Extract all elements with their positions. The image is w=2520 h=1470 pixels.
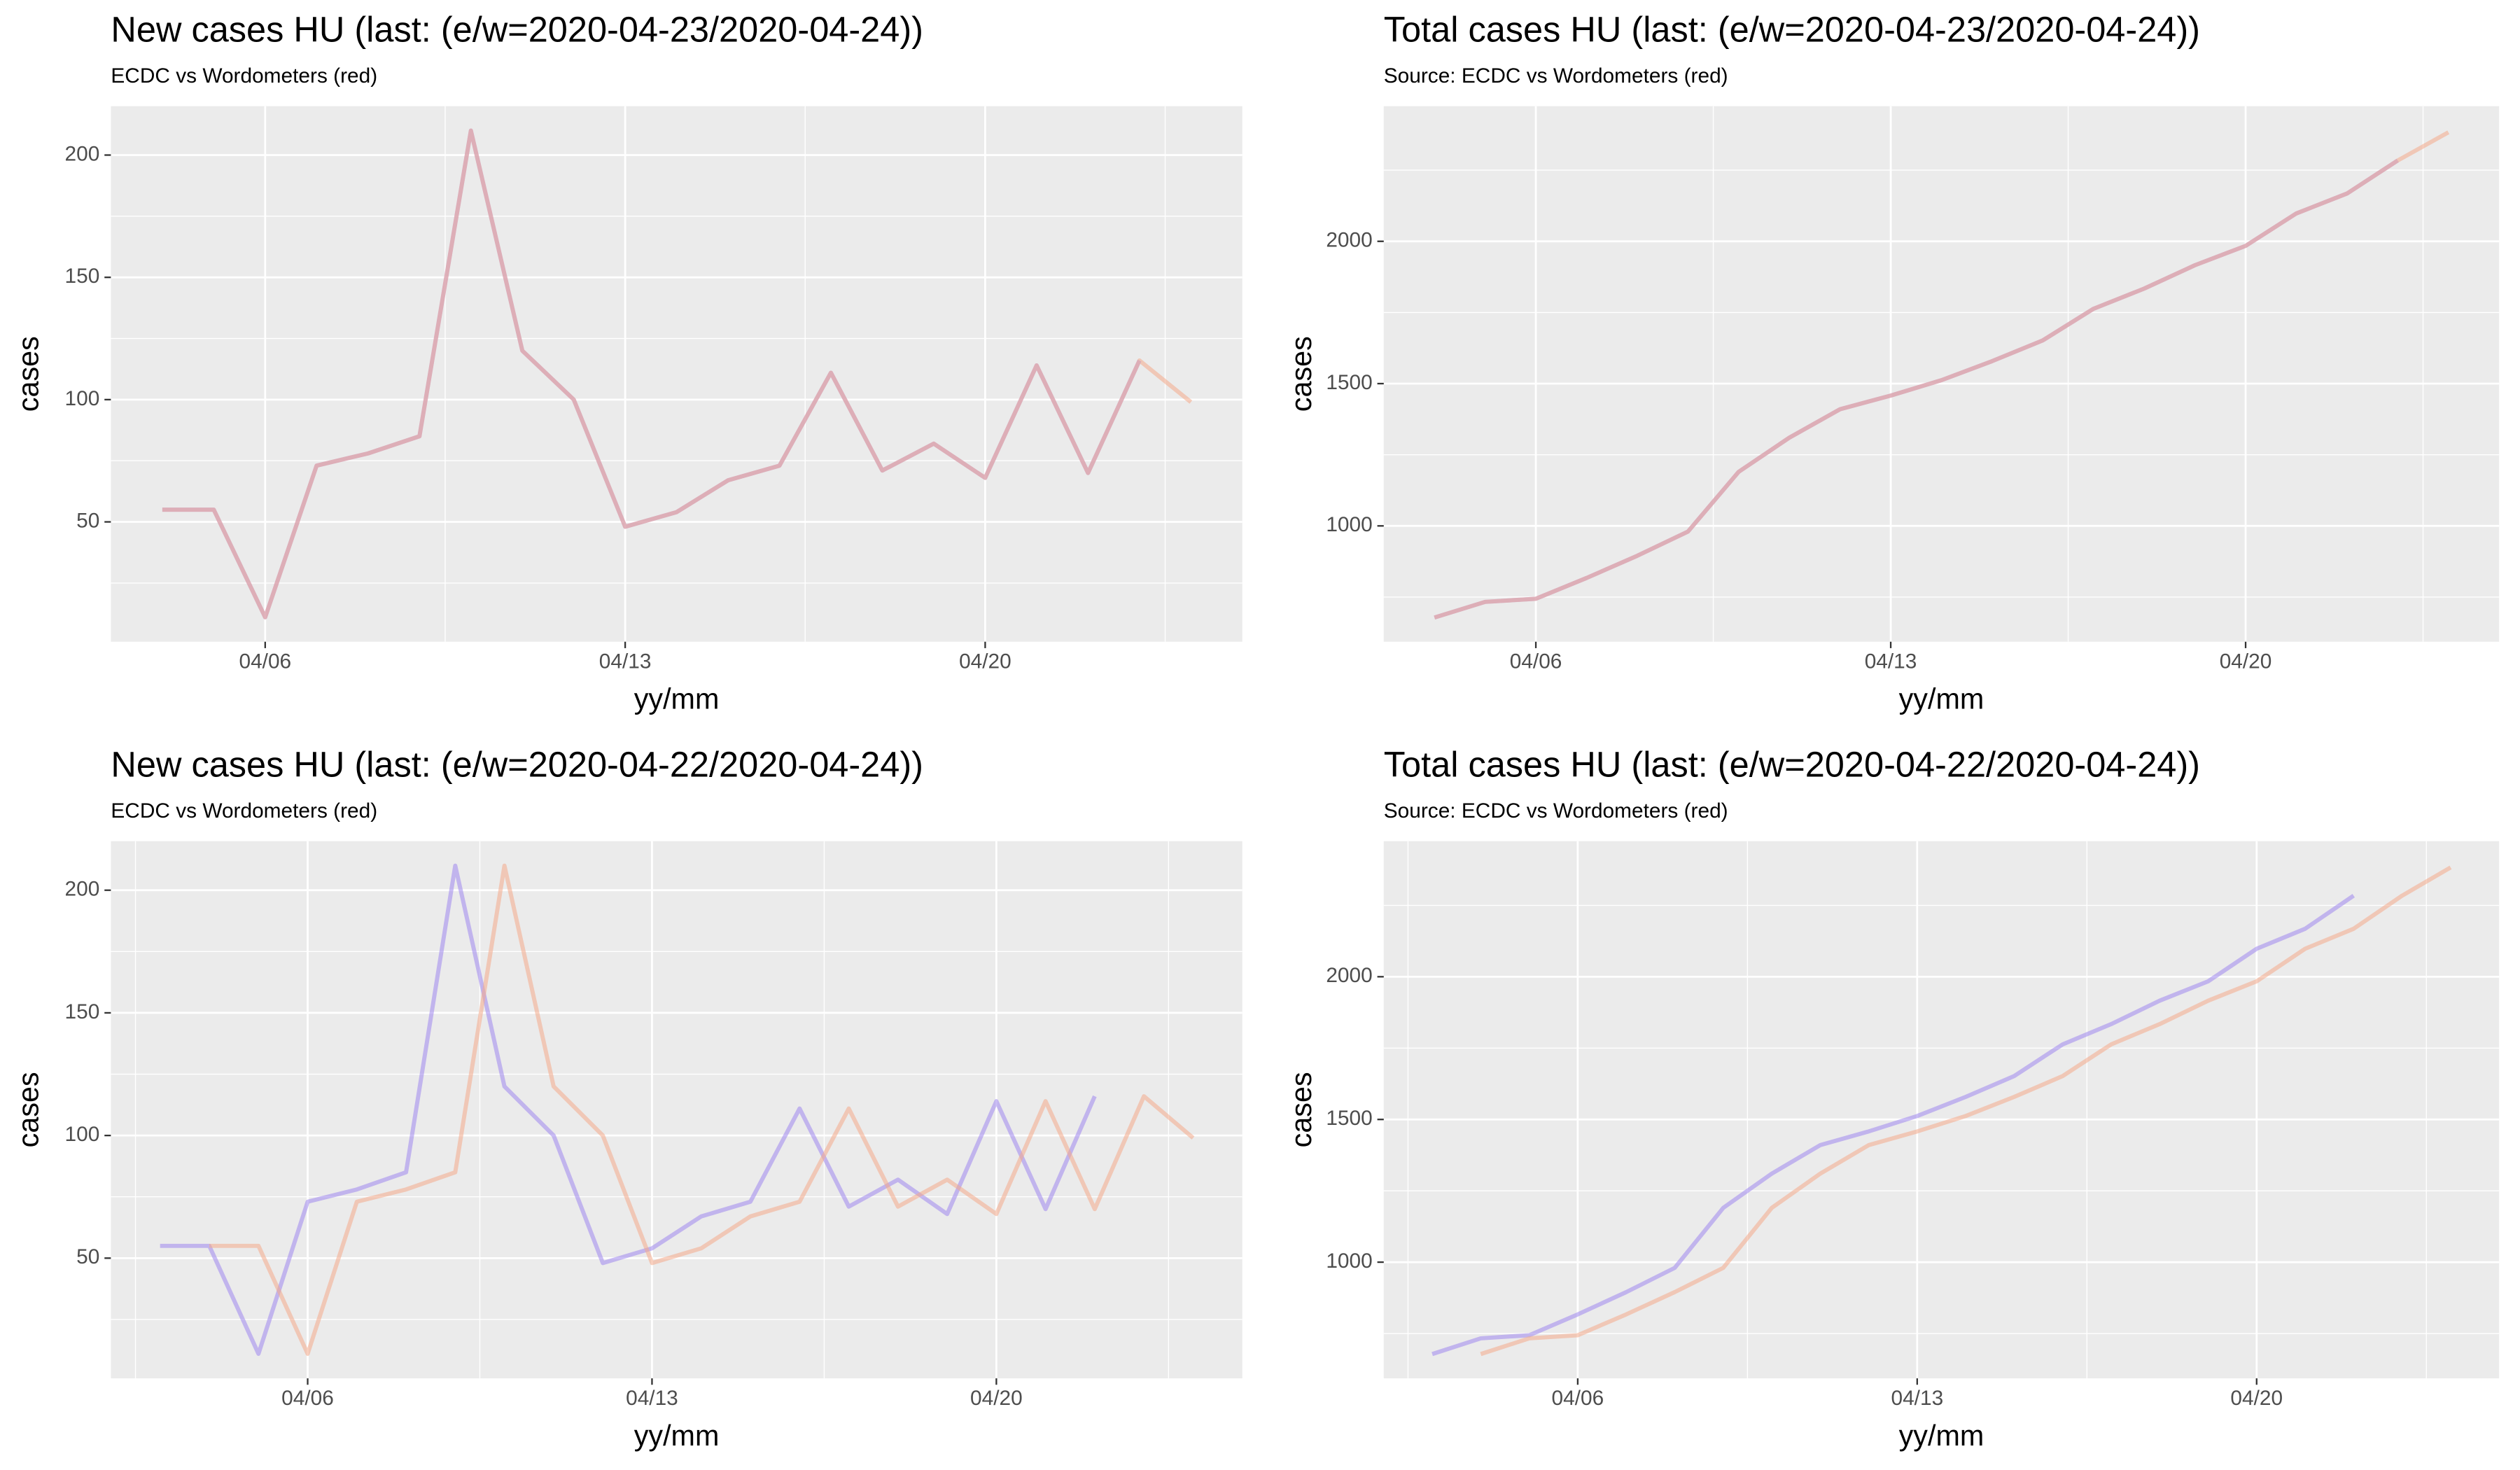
series-line (160, 863, 1097, 1356)
chart-title: New cases HU (last: (e/w=2020-04-23/2020… (111, 9, 923, 49)
y-tick-label: 2000 (1326, 964, 1372, 987)
series-line (209, 863, 1195, 1356)
y-axis-title: cases (1285, 1072, 1317, 1147)
x-tick-label: 04/20 (2220, 650, 2272, 673)
series-line (1480, 865, 2452, 1357)
panel-background (111, 106, 1242, 642)
y-tick-label: 150 (65, 265, 100, 288)
x-tick-label: 04/06 (281, 1387, 334, 1410)
x-tick-label: 04/20 (2230, 1387, 2283, 1410)
chart-panel: Total cases HU (last: (e/w=2020-04-23/20… (1285, 9, 2500, 715)
x-tick-label: 04/13 (599, 650, 652, 673)
x-axis-title: yy/mm (1899, 683, 1984, 715)
y-axis-title: cases (1285, 336, 1317, 412)
y-tick-label: 50 (76, 1245, 99, 1268)
y-tick-label: 1500 (1326, 371, 1372, 394)
x-tick-label: 04/20 (970, 1387, 1023, 1410)
y-tick-label: 150 (65, 1000, 100, 1023)
series-line (162, 128, 1193, 620)
panel-background (111, 841, 1242, 1379)
y-tick-label: 100 (65, 1123, 100, 1146)
x-tick-label: 04/13 (1891, 1387, 1944, 1410)
chart-panel: Total cases HU (last: (e/w=2020-04-22/20… (1285, 744, 2500, 1452)
chart-title: New cases HU (last: (e/w=2020-04-22/2020… (111, 744, 923, 784)
panel-background (1383, 106, 2500, 642)
panel-background (1383, 841, 2500, 1379)
series-line (1432, 894, 2356, 1357)
x-tick-label: 04/13 (626, 1387, 678, 1410)
x-axis-title: yy/mm (634, 1420, 720, 1452)
x-tick-label: 04/06 (1552, 1387, 1604, 1410)
chart-subtitle: Source: ECDC vs Wordometers (red) (1384, 799, 1728, 822)
y-tick-label: 1500 (1326, 1107, 1372, 1130)
y-tick-label: 200 (65, 142, 100, 165)
chart-title: Total cases HU (last: (e/w=2020-04-22/20… (1384, 744, 2200, 784)
chart-panel: New cases HU (last: (e/w=2020-04-23/2020… (13, 9, 1242, 715)
chart-panel: New cases HU (last: (e/w=2020-04-22/2020… (13, 744, 1242, 1452)
y-tick-label: 100 (65, 387, 100, 410)
y-tick-label: 1000 (1326, 1250, 1372, 1273)
x-axis-title: yy/mm (1899, 1420, 1984, 1452)
chart-subtitle: ECDC vs Wordometers (red) (111, 64, 377, 88)
y-tick-label: 2000 (1326, 229, 1372, 252)
x-tick-label: 04/06 (239, 650, 291, 673)
chart-title: Total cases HU (last: (e/w=2020-04-23/20… (1384, 9, 2200, 49)
x-tick-label: 04/13 (1865, 650, 1917, 673)
y-tick-label: 50 (76, 509, 99, 532)
y-tick-label: 200 (65, 878, 100, 901)
chart-subtitle: ECDC vs Wordometers (red) (111, 799, 377, 822)
y-axis-title: cases (13, 336, 45, 412)
x-tick-label: 04/06 (1510, 650, 1562, 673)
y-axis-title: cases (13, 1072, 45, 1147)
series-line (1434, 130, 2450, 620)
chart-subtitle: Source: ECDC vs Wordometers (red) (1384, 64, 1728, 88)
x-axis-title: yy/mm (634, 683, 720, 715)
x-tick-label: 04/20 (959, 650, 1011, 673)
y-tick-label: 1000 (1326, 513, 1372, 536)
